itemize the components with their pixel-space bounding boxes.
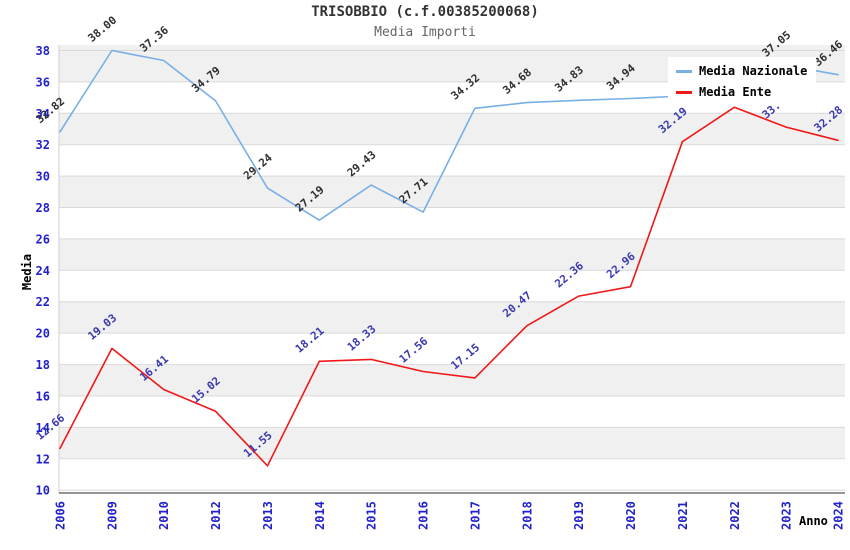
y-tick-label: 26 xyxy=(36,232,50,246)
series-line-media-ente[interactable] xyxy=(59,106,839,467)
data-label-media-ente: 17.56 xyxy=(397,334,431,365)
x-tick-label: 2024 xyxy=(832,501,846,530)
y-axis-title: Media xyxy=(20,253,34,291)
x-axis-title: Anno xyxy=(799,514,828,528)
y-tick-label: 34 xyxy=(36,107,50,121)
y-tick-label: 38 xyxy=(36,44,50,58)
y-tick-label: 32 xyxy=(36,138,50,152)
plot-band xyxy=(59,176,845,208)
plot-band xyxy=(59,113,845,145)
y-tick-label: 24 xyxy=(36,264,50,278)
legend-label-media-ente: Media Ente xyxy=(699,85,772,99)
plot-band xyxy=(59,301,845,334)
y-tick-label: 20 xyxy=(36,327,50,341)
chart-subtitle: Media Importi xyxy=(374,25,476,40)
x-tick-label: 2015 xyxy=(365,501,379,530)
y-tick-label: 28 xyxy=(36,201,50,215)
data-label-media-nazionale: 29.43 xyxy=(345,148,379,179)
x-tick-label: 2009 xyxy=(105,501,119,530)
data-label-media-nazionale: 38.00 xyxy=(85,14,119,45)
x-tick-label: 2013 xyxy=(261,501,275,530)
y-tick-label: 30 xyxy=(36,170,50,184)
y-tick-label: 14 xyxy=(36,421,50,435)
legend-label-media-nazionale: Media Nazionale xyxy=(699,64,808,78)
plot-band xyxy=(59,238,845,271)
y-tick-label: 18 xyxy=(36,358,50,372)
y-tick-label: 22 xyxy=(36,295,50,309)
x-tick-label: 2018 xyxy=(520,501,534,530)
media-nazionale-line-swatch xyxy=(676,69,692,73)
x-tick-label: 2006 xyxy=(54,501,68,530)
plot-band xyxy=(59,364,845,396)
legend-item-media-nazionale[interactable]: Media Nazionale xyxy=(676,64,808,78)
x-tick-label: 2014 xyxy=(313,501,327,530)
media-ente-line-swatch xyxy=(676,90,692,94)
y-tick-label: 12 xyxy=(36,452,50,466)
x-tick-label: 2019 xyxy=(572,501,586,530)
chart-title: TRISOBBIO (c.f.00385200068) xyxy=(311,4,539,20)
x-tick-label: 2022 xyxy=(728,501,742,530)
x-tick-label: 2021 xyxy=(676,501,690,530)
x-tick-label: 2012 xyxy=(209,501,223,530)
x-tick-label: 2023 xyxy=(780,501,794,530)
x-tick-label: 2020 xyxy=(624,501,638,530)
y-tick-label: 10 xyxy=(36,484,50,498)
legend: Media Nazionale Media Ente xyxy=(668,57,816,106)
plot-band xyxy=(59,427,845,459)
y-tick-label: 36 xyxy=(36,75,50,89)
x-tick-label: 2017 xyxy=(468,501,482,530)
y-tick-label: 16 xyxy=(36,390,50,404)
x-tick-label: 2010 xyxy=(157,501,171,530)
legend-item-media-ente[interactable]: Media Ente xyxy=(676,85,808,99)
x-tick-label: 2016 xyxy=(417,501,431,530)
